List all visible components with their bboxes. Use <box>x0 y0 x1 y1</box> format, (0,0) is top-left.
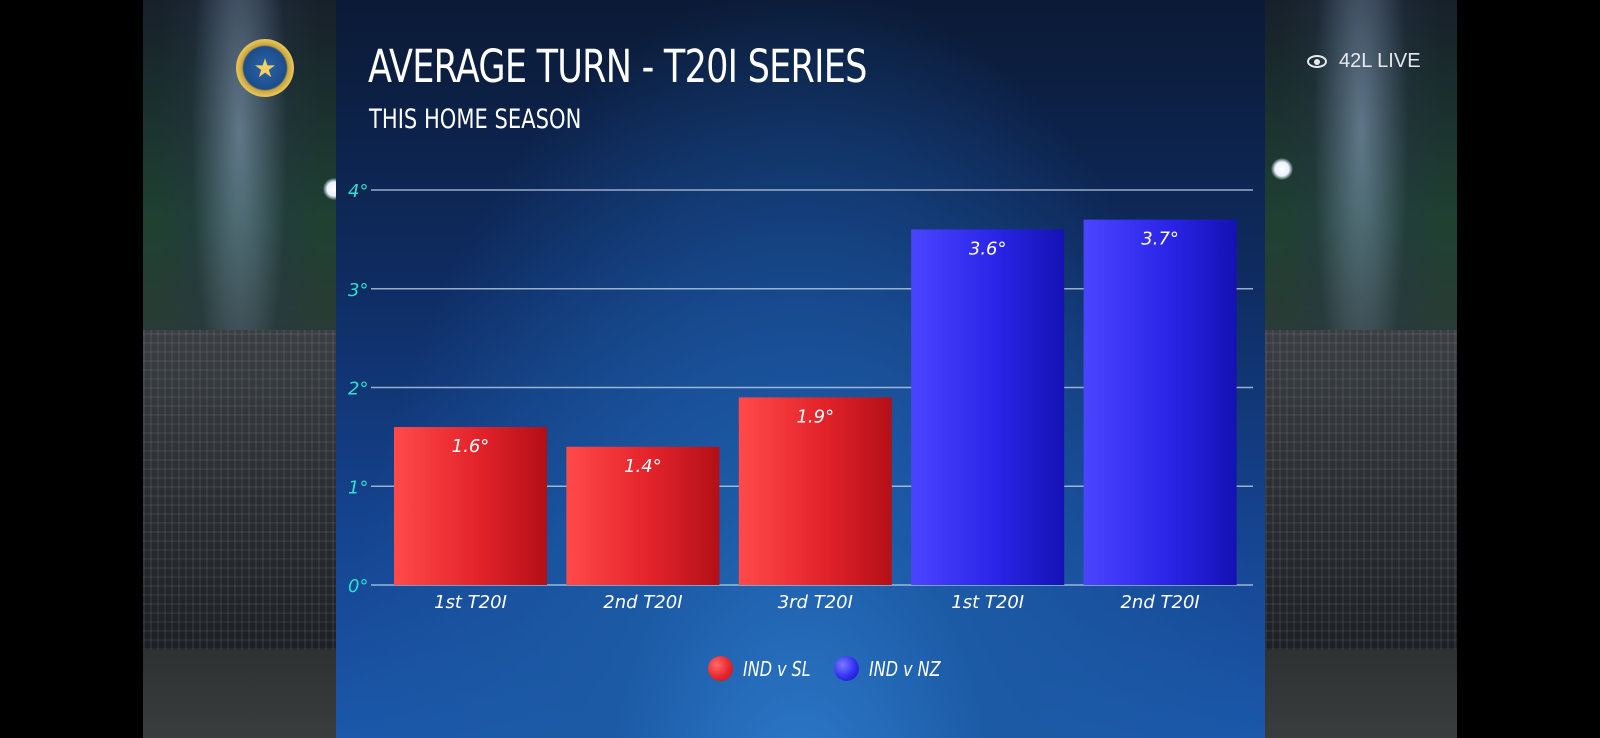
legend-label: IND v NZ <box>869 656 941 681</box>
legend-swatch-red <box>708 656 733 681</box>
chart-subtitle: THIS HOME SEASON <box>369 104 582 135</box>
stadium-background-right <box>1265 0 1457 738</box>
bar-ind-v-nz <box>1083 219 1237 585</box>
crowd-stand <box>143 330 336 650</box>
bar-ind-v-sl <box>566 446 720 585</box>
y-tick-label: 2° <box>348 379 368 400</box>
legend-swatch-blue <box>834 656 859 681</box>
x-tick-label: 1st T20I <box>951 592 1024 613</box>
legend-item-ind-v-sl: IND v SL <box>708 656 828 681</box>
bcci-crest-icon: ★ <box>236 39 294 97</box>
x-tick-label: 2nd T20I <box>603 592 682 613</box>
viewer-count-badge: 42L LIVE <box>1307 50 1421 73</box>
bar-value-label: 1.6° <box>452 436 490 457</box>
y-tick-label: 0° <box>348 576 368 597</box>
x-tick-label: 3rd T20I <box>778 592 853 613</box>
x-tick-label: 1st T20I <box>434 592 507 613</box>
legend-item-ind-v-nz: IND v NZ <box>834 656 958 681</box>
bar-ind-v-sl <box>394 427 547 585</box>
y-tick-label: 1° <box>348 477 368 498</box>
y-tick-label: 4° <box>348 181 368 202</box>
stadium-background-left <box>143 0 336 738</box>
eye-icon <box>1307 55 1327 68</box>
y-tick-label: 3° <box>348 280 368 301</box>
x-tick-label: 2nd T20I <box>1120 592 1199 613</box>
bar-ind-v-nz <box>911 229 1065 585</box>
chart-title: AVERAGE TURN - T20I SERIES <box>368 40 867 93</box>
bar-value-label: 3.7° <box>1141 229 1179 250</box>
floodlight-icon <box>1271 158 1293 180</box>
crowd-stand <box>1265 330 1457 650</box>
floodlight-icon <box>323 178 336 200</box>
viewer-count-text: 42L LIVE <box>1339 50 1421 72</box>
bar-value-label: 3.6° <box>969 239 1007 260</box>
bar-ind-v-sl <box>738 397 892 585</box>
bar-value-label: 1.4° <box>624 456 662 477</box>
bar-value-label: 1.9° <box>796 406 834 427</box>
legend-label: IND v SL <box>743 656 811 681</box>
